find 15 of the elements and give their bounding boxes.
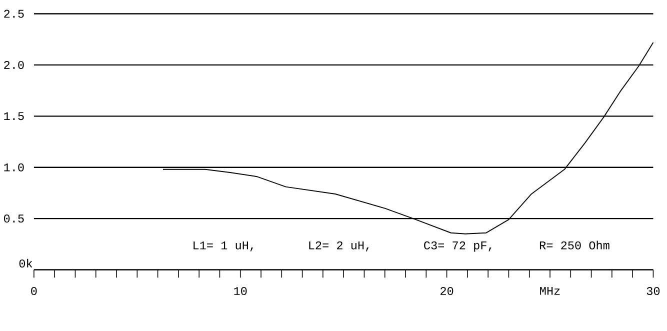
x-tick-label: MHz (540, 287, 560, 295)
annotation: R= 250 Ohm (540, 240, 610, 250)
x-tick-label: 20 (440, 287, 454, 296)
x-tick-label: 10 (234, 287, 247, 296)
text: 0k (19, 258, 32, 268)
x-tick-label: 30 (646, 287, 660, 296)
y-tick-label: 0.5 (4, 214, 24, 223)
annotation: C3= 72 pF, (424, 241, 492, 252)
annotation: L2= 2 uH, (309, 241, 369, 252)
annotation: L1= 1 uH, (194, 242, 253, 252)
y-tick-label: 2.5 (4, 10, 24, 18)
y-tick-label: 1.5 (4, 112, 24, 120)
x-tick-label: 0 (31, 287, 37, 296)
y-tick-label: 1.0 (4, 163, 24, 172)
y-tick-label: 2.0 (4, 61, 24, 70)
